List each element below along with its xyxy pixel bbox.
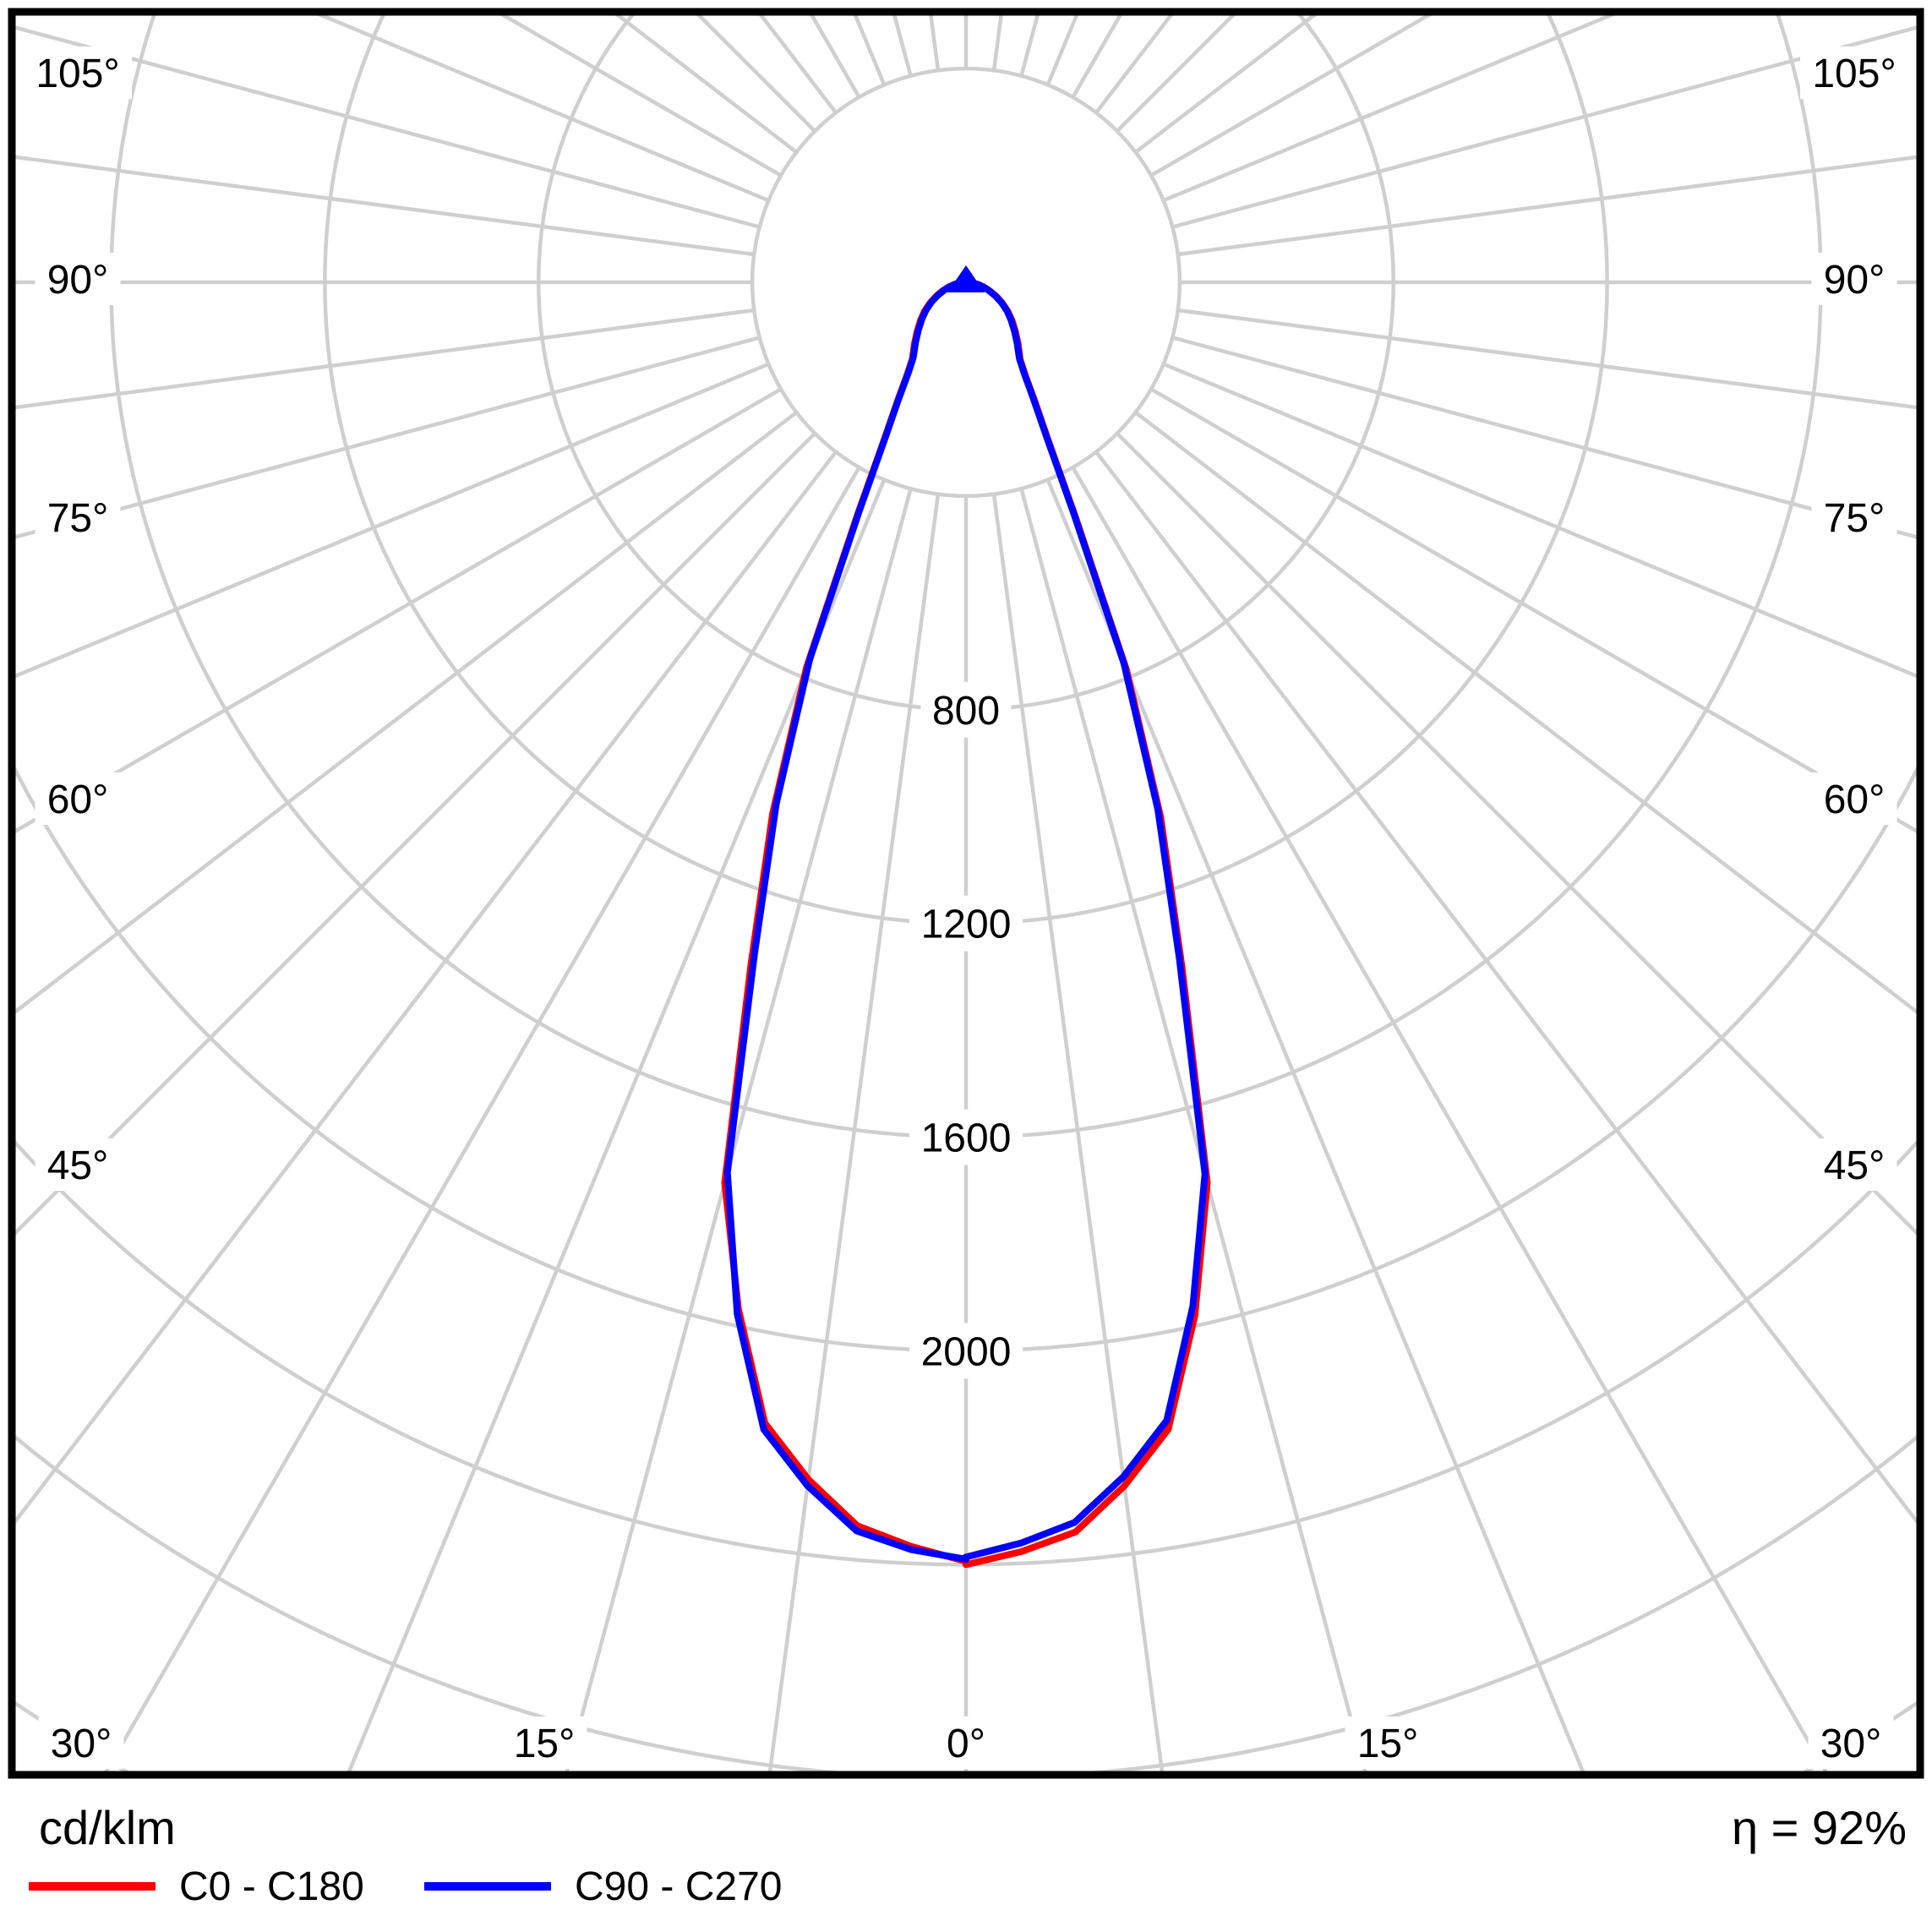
angle-label-mask (38, 1716, 124, 1769)
grid-spoke (1177, 308, 1917, 410)
angle-tick-label: 60° (1824, 778, 1886, 822)
legend-item-c90-c270: C90 - C270 (424, 1863, 782, 1910)
angle-label-mask (1345, 1716, 1431, 1769)
grid-spoke (1094, 450, 1917, 1525)
grid-spoke (1116, 432, 1917, 1236)
grid-spoke (1149, 387, 1917, 834)
chart-border (8, 8, 1924, 1779)
angle-tick-label: 75° (47, 496, 109, 541)
grid-spoke (15, 308, 755, 410)
angle-tick-label: 0° (947, 1722, 985, 1766)
angle-tick-label: 105° (35, 52, 119, 96)
grid-spoke (15, 362, 770, 679)
grid-spoke (1019, 488, 1367, 1771)
legend-label: C0 - C180 (179, 1864, 364, 1909)
ring-label-mask (909, 1109, 1023, 1165)
radial-tick-label: 1200 (921, 903, 1012, 947)
grid-spoke (1162, 15, 1616, 203)
angle-label-mask (1800, 46, 1908, 99)
angle-label-mask (35, 772, 121, 825)
legend: C0 - C180 C90 - C270 (0, 1863, 1932, 1910)
grid-spoke (1134, 411, 1917, 1015)
legend-label: C90 - C270 (575, 1864, 783, 1909)
curve-end-arrow-icon (947, 265, 985, 292)
angle-label-mask (24, 46, 132, 99)
legend-line-swatch (424, 1882, 551, 1891)
grid-spoke (1171, 336, 1917, 539)
angle-label-mask (501, 1716, 587, 1769)
curve-c90-c270 (723, 279, 1209, 1563)
radial-tick-label: 800 (932, 689, 1000, 734)
units-label: cd/klm (39, 1801, 176, 1854)
angle-tick-label: 105° (1812, 52, 1896, 96)
angle-tick-label: 15° (1357, 1722, 1419, 1766)
angle-tick-label: 30° (51, 1722, 112, 1766)
ring-label-mask (920, 681, 1012, 738)
legend-item-c0-c180: C0 - C180 (29, 1863, 364, 1910)
angle-tick-label: 15° (514, 1722, 576, 1766)
angle-label-mask (1811, 1138, 1897, 1191)
grid-ring (750, 66, 1182, 499)
grid-spoke (15, 432, 816, 1236)
angle-label-mask (35, 1138, 121, 1191)
angle-tick-label: 90° (1824, 258, 1886, 303)
radial-tick-label: 2000 (921, 1329, 1012, 1374)
ring-label-mask (909, 895, 1023, 952)
angle-label-mask (1808, 1716, 1894, 1769)
angle-label-mask (1811, 491, 1897, 543)
grid-spoke (1177, 155, 1917, 257)
grid-spoke (15, 155, 755, 257)
grid-spoke (316, 15, 770, 203)
angle-tick-label: 45° (1824, 1143, 1886, 1188)
angle-tick-label: 60° (47, 778, 109, 822)
angle-label-mask (1811, 253, 1897, 305)
angle-tick-label: 45° (47, 1143, 109, 1188)
angle-label-mask (1811, 772, 1897, 825)
legend-line-swatch (29, 1882, 156, 1891)
grid-spoke (15, 411, 798, 1015)
angle-label-mask (935, 1716, 997, 1769)
grid-spoke (1071, 466, 1828, 1771)
efficiency-label: η = 92% (1731, 1801, 1907, 1854)
grid-spoke (565, 488, 913, 1771)
ring-label-mask (909, 1323, 1023, 1379)
grid-spoke (1045, 478, 1585, 1771)
grid-spoke (15, 450, 838, 1525)
angle-tick-label: 90° (47, 258, 109, 303)
grid-spoke (15, 387, 783, 834)
grid-spoke (15, 336, 761, 539)
grid-spoke (1171, 25, 1917, 229)
grid-spoke (347, 478, 887, 1771)
grid-spoke (104, 466, 861, 1771)
angle-tick-label: 75° (1824, 496, 1886, 541)
grid-spoke (1162, 362, 1917, 679)
angle-tick-label: 30° (1820, 1722, 1882, 1766)
angle-label-mask (35, 253, 121, 305)
grid-spoke (15, 25, 761, 229)
radial-tick-label: 1600 (921, 1116, 1012, 1161)
angle-label-mask (35, 491, 121, 543)
